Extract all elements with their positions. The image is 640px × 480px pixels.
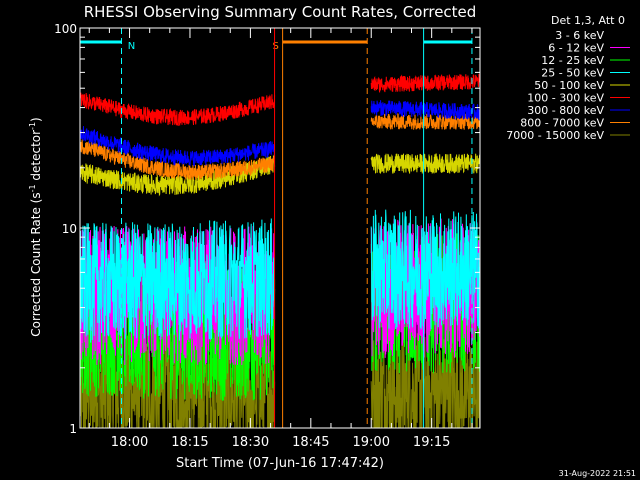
axes: 1 10 100 18:00 18:15 18:30 18:45 19:00 19:15 [54,22,481,450]
y-tick-label: 100 [54,22,77,36]
series-line [370,73,481,93]
series-line [370,113,481,130]
y-axis-label-sup: -1 [28,122,37,130]
x-axis-label: Start Time (07-Jun-16 17:47:42) [176,456,384,471]
legend-entry-label: 800 - 7000 keV [520,117,604,130]
x-tick-label: 18:30 [232,435,269,450]
legend-entry-label: 100 - 300 keV [527,92,604,105]
y-axis-label-sup: -1 [28,184,37,192]
footer-date: 31-Aug-2022 21:51 [559,469,636,478]
legend-entry-label: 50 - 100 keV [534,79,604,92]
y-axis-label-part: ) [29,117,43,122]
legend-entry-label: 3 - 6 keV [555,29,604,42]
x-tick-label: 18:45 [292,435,329,450]
x-tick-label: 19:15 [413,435,450,450]
series-line [79,139,276,180]
series-line [370,209,481,330]
plot-area [79,73,481,429]
annotation-label: S [272,41,278,52]
x-tick-label: 18:00 [111,435,148,450]
annotation-label: N [128,41,135,52]
series-line [79,154,276,197]
series-line [79,218,276,343]
series-line [370,333,481,429]
series-line [370,153,481,174]
chart-title: RHESSI Observing Summary Count Rates, Co… [84,3,477,21]
legend-entry-label: 6 - 12 keV [548,42,604,55]
y-axis-label-part: detector [29,130,43,185]
y-axis-label-part: Corrected Count Rate (s [29,192,43,336]
legend-entry-label: 7000 - 15000 keV [506,129,604,142]
y-tick-label: 1 [69,422,77,436]
legend-entry-label: 300 - 800 keV [527,104,604,117]
y-axis-label: Corrected Count Rate (s-1 detector-1) [28,117,43,336]
x-tick-label: 18:15 [171,435,208,450]
legend-entry-label: 12 - 25 keV [541,54,604,67]
series-line [79,126,276,167]
series-line [370,100,481,120]
legend-entry-label: 25 - 50 keV [541,67,604,80]
series-line [79,92,276,127]
legend-title: Det 1,3, Att 0 [551,14,625,27]
y-tick-label: 10 [62,222,77,236]
x-tick-label: 19:00 [353,435,390,450]
